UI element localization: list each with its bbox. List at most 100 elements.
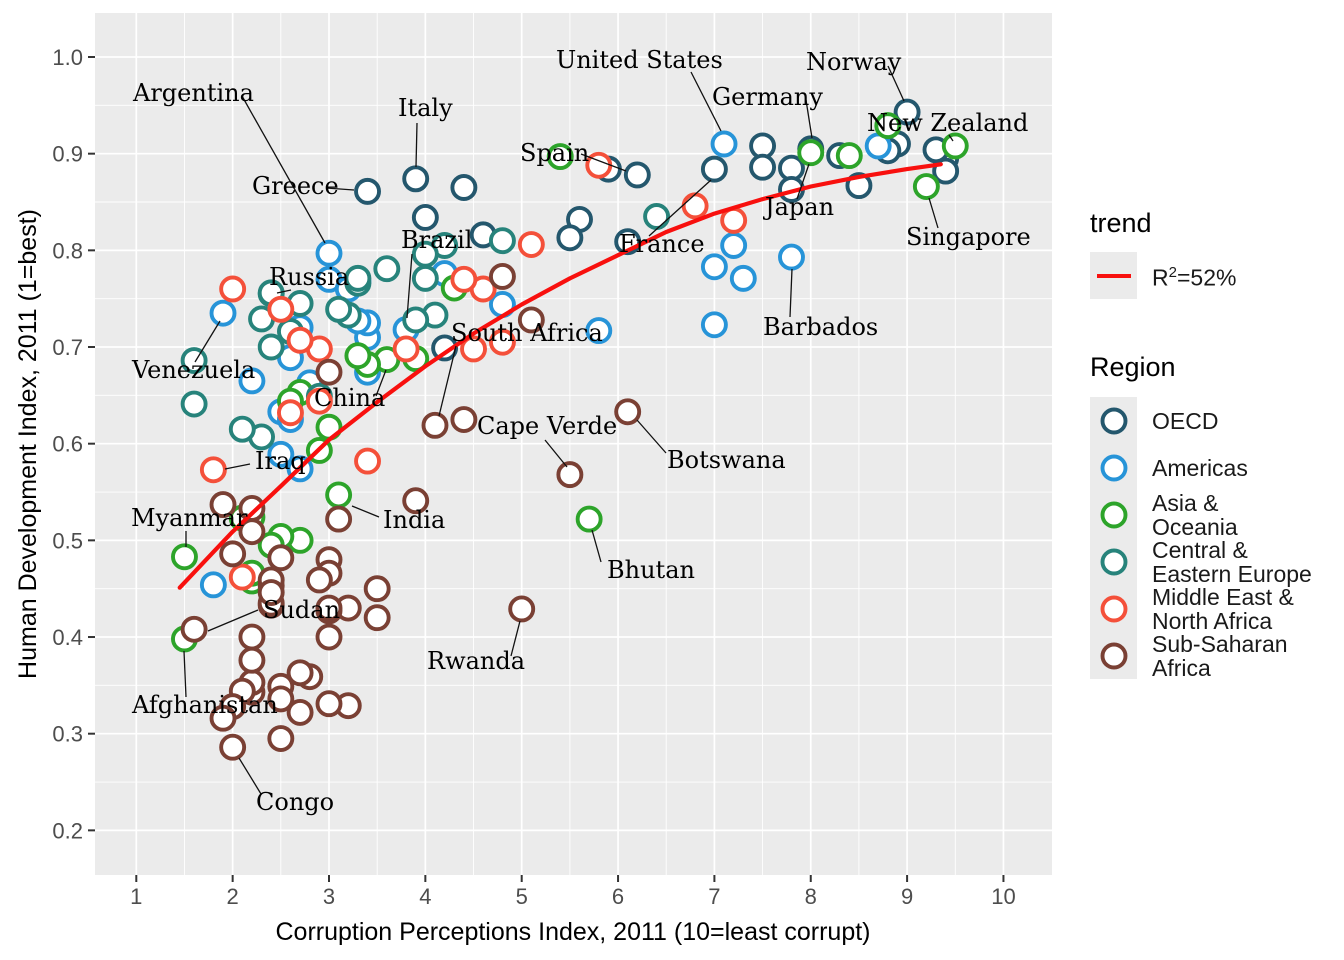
y-tick-label: 0.4 <box>52 625 83 650</box>
legend-item-label: Asia & Oceania <box>1152 489 1238 540</box>
data-point <box>344 264 372 292</box>
country-label: Singapore <box>906 223 1031 251</box>
data-point <box>267 295 295 323</box>
data-point <box>720 232 748 259</box>
data-point <box>556 461 584 489</box>
data-point <box>402 306 430 334</box>
data-point <box>488 328 516 356</box>
leader-line <box>690 71 722 132</box>
x-tick-label: 2 <box>227 884 239 909</box>
leader-line <box>207 609 259 632</box>
legend-item: OECD <box>1090 397 1312 444</box>
country-label: New Zealand <box>867 109 1028 137</box>
data-point <box>257 333 285 361</box>
data-point <box>344 342 372 370</box>
data-point <box>614 398 642 426</box>
legend-key <box>1090 632 1137 679</box>
data-point <box>460 335 487 363</box>
data-point <box>546 143 574 171</box>
country-label: Barbados <box>763 313 878 341</box>
y-tick-label: 0.6 <box>52 432 83 457</box>
leader-line <box>438 345 457 417</box>
data-point <box>623 161 651 189</box>
data-point <box>180 615 208 643</box>
data-point <box>238 623 266 651</box>
region-circle-icon <box>1100 501 1127 528</box>
data-point <box>700 253 728 281</box>
legend-key <box>1090 538 1137 585</box>
data-point <box>912 173 940 200</box>
leader-line <box>887 65 905 102</box>
data-point <box>315 239 343 267</box>
data-point <box>450 265 478 293</box>
y-axis-title: Human Development Index, 2011 (1=best) <box>14 209 42 679</box>
data-point <box>488 262 516 290</box>
country-label: Germany <box>712 83 823 111</box>
data-point <box>171 543 198 571</box>
trend-line <box>177 162 943 590</box>
country-label: Russia <box>269 263 349 291</box>
data-point <box>700 155 728 183</box>
data-point <box>508 595 536 623</box>
y-tick-label: 0.9 <box>52 142 83 167</box>
leader-line <box>406 253 413 319</box>
data-point <box>710 130 738 158</box>
legend-item-label: Sub-Saharan Africa <box>1152 630 1288 681</box>
data-point <box>797 139 825 167</box>
data-point <box>749 153 777 181</box>
country-label: Italy <box>398 94 453 122</box>
country-label: Spain <box>520 139 589 167</box>
region-circle <box>1100 501 1127 528</box>
data-point <box>267 544 295 572</box>
region-circle <box>1100 454 1127 481</box>
data-point <box>893 98 921 126</box>
data-point <box>402 165 430 193</box>
data-point <box>517 231 545 258</box>
leader-line <box>636 419 667 454</box>
country-label: Sudan <box>263 596 340 624</box>
country-label: Japan <box>762 193 834 221</box>
data-point <box>305 566 333 594</box>
y-tick-label: 0.8 <box>52 238 83 263</box>
country-label: China <box>314 384 385 412</box>
legend-key <box>1090 491 1137 538</box>
data-point <box>874 112 902 140</box>
data-point <box>354 447 381 475</box>
leader-line <box>591 529 602 563</box>
country-label: India <box>383 506 445 534</box>
region-circle <box>1100 548 1127 575</box>
data-point <box>209 299 237 327</box>
x-tick-label: 1 <box>130 884 142 909</box>
country-label: France <box>619 230 705 258</box>
data-point <box>219 275 247 303</box>
data-point <box>354 177 381 205</box>
country-label: Myanmar <box>131 504 248 532</box>
country-label: Brazil <box>401 226 472 254</box>
data-point <box>199 571 227 599</box>
leader-line <box>183 650 187 698</box>
country-label: Botswana <box>667 446 786 474</box>
data-point <box>729 264 757 292</box>
legend-key <box>1090 397 1137 444</box>
x-tick-label: 7 <box>708 884 720 909</box>
data-point <box>421 411 449 439</box>
legend-trend-item: R2=52% <box>1090 252 1236 299</box>
region-circle <box>1100 595 1127 622</box>
x-tick-label: 3 <box>323 884 335 909</box>
data-point <box>363 575 391 603</box>
data-point <box>199 456 227 484</box>
x-tick-label: 4 <box>419 884 431 909</box>
x-tick-label: 5 <box>516 884 528 909</box>
y-tick-label: 1.0 <box>52 45 83 70</box>
country-label: Rwanda <box>427 647 525 675</box>
data-point <box>450 174 478 201</box>
region-circle-icon <box>1100 595 1127 622</box>
data-point <box>363 604 391 632</box>
data-point <box>488 227 516 255</box>
leader-line <box>510 620 521 657</box>
data-point <box>835 142 863 170</box>
leader-line <box>415 122 418 168</box>
country-label: Afghanistan <box>131 691 278 719</box>
data-point <box>411 264 439 292</box>
